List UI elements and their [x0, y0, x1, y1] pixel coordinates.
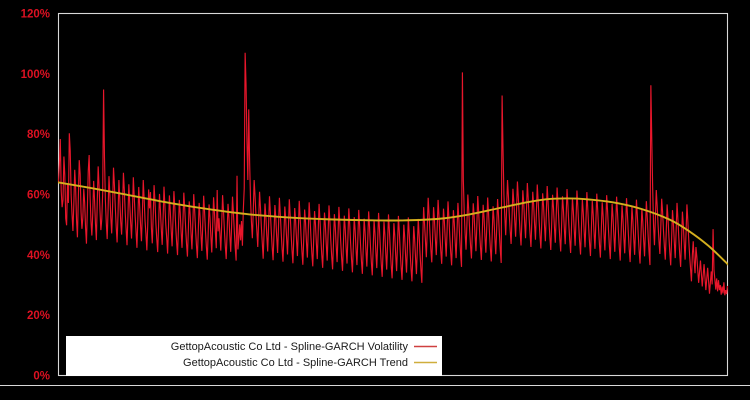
y-tick-label-80pct: 80%	[27, 129, 50, 141]
legend-background	[66, 336, 442, 376]
chart-legend: GettopAcoustic Co Ltd - Spline-GARCH Vol…	[66, 336, 442, 376]
y-tick-label-60pct: 60%	[27, 190, 50, 202]
legend-label-volatility: GettopAcoustic Co Ltd - Spline-GARCH Vol…	[171, 341, 409, 353]
y-tick-label-120pct: 120%	[21, 9, 50, 21]
y-tick-label-100pct: 100%	[21, 69, 50, 81]
trend-series-line	[58, 181, 728, 266]
y-tick-label-40pct: 40%	[27, 250, 50, 262]
y-axis-tick-labels: 0% 20% 40% 60% 80% 100% 120%	[21, 9, 50, 383]
plot-series-group	[58, 52, 728, 296]
volatility-series-line	[58, 52, 728, 296]
y-tick-label-20pct: 20%	[27, 310, 50, 322]
y-tick-label-0pct: 0%	[33, 371, 50, 383]
legend-label-trend: GettopAcoustic Co Ltd - Spline-GARCH Tre…	[183, 357, 408, 369]
